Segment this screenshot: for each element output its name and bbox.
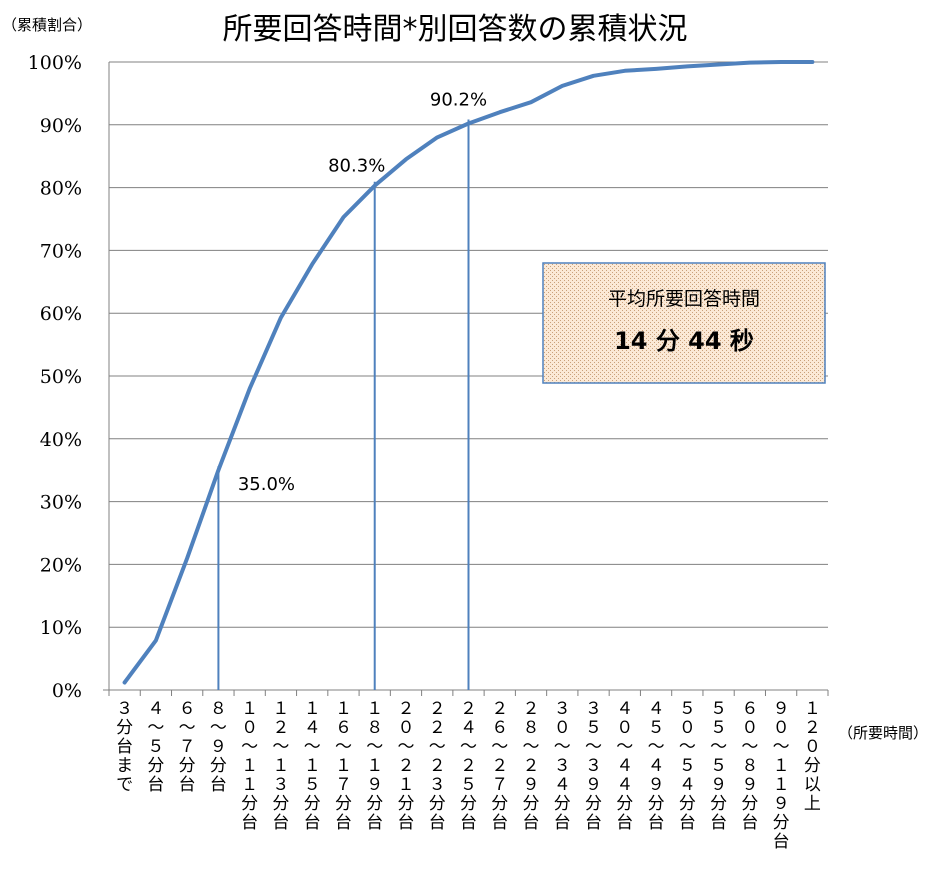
- y-tick-label: 0%: [52, 680, 82, 702]
- y-tick-label: 80%: [40, 178, 82, 200]
- x-tick-label: ２４〜２５分台: [460, 699, 477, 833]
- x-tick-label: １４〜１５分台: [304, 699, 321, 833]
- chart-title: 所要回答時間*別回答数の累積状況: [223, 12, 688, 47]
- x-tick-label: ５５〜５９分台: [710, 699, 727, 833]
- y-tick-label: 30%: [40, 492, 82, 514]
- x-tick-label: ６〜７分台: [179, 699, 196, 795]
- x-tick-label: ８〜９分台: [210, 699, 227, 795]
- average-time-label: 平均所要回答時間: [608, 288, 760, 310]
- y-tick-label: 100%: [28, 52, 82, 74]
- y-tick-label: 20%: [40, 554, 82, 576]
- drop-lines: [217, 119, 470, 690]
- annotation-label: 90.2%: [430, 90, 487, 111]
- x-tick-label: ５０〜５４分台: [679, 699, 696, 833]
- y-tick-label: 70%: [40, 240, 82, 262]
- y-axis-ticks: 0% 10% 20% 30% 40% 50% 60% 70% 80% 90% 100%: [28, 52, 82, 702]
- y-tick-label: 40%: [40, 429, 82, 451]
- x-tick-label: ２２〜２３分台: [429, 699, 446, 833]
- annotations: 35.0% 80.3% 90.2%: [238, 90, 487, 496]
- y-tick-label: 90%: [40, 115, 82, 137]
- y-tick-label: 10%: [40, 617, 82, 639]
- average-time-box: 平均所要回答時間 14 分 44 秒: [542, 262, 826, 384]
- x-tick-label: ３５〜３９分台: [585, 699, 602, 833]
- y-tick-label: 50%: [40, 366, 82, 388]
- x-tick-label: ２８〜２９分台: [523, 699, 540, 833]
- x-tick-label: ６０〜８９分台: [741, 699, 758, 833]
- x-tick-label: １８〜１９分台: [366, 699, 383, 833]
- x-tick-label: ３０〜３４分台: [554, 699, 571, 833]
- x-axis: [103, 62, 829, 696]
- x-tick-label: ９０〜１１９分台: [773, 699, 790, 852]
- x-tick-label: ２０〜２１分台: [397, 699, 414, 833]
- series-line-path: [122, 60, 815, 685]
- x-tick-label: ４０〜４４分台: [616, 699, 633, 833]
- y-tick-label: 60%: [40, 303, 82, 325]
- x-axis-ticks: ３分台まで ４〜５分台 ６〜７分台 ８〜９分台 １０〜１１分台 １２〜１３分台 １４〜１５分…: [116, 699, 821, 852]
- x-tick-label: １０〜１１分台: [241, 699, 258, 833]
- annotation-label: 80.3%: [328, 156, 385, 177]
- x-axis-label: （所要時間）: [838, 724, 928, 742]
- x-tick-label: １６〜１７分台: [335, 699, 352, 833]
- average-time-value: 14 分 44 秒: [614, 327, 754, 355]
- x-tick-label: ４５〜４９分台: [648, 699, 665, 833]
- x-tick-label: ３分台まで: [116, 699, 133, 795]
- x-tick-label: １２０分以上: [804, 699, 821, 814]
- x-tick-label: １２〜１３分台: [272, 699, 289, 833]
- y-axis-label: （累積割合）: [2, 16, 92, 34]
- x-tick-label: ４〜５分台: [147, 699, 164, 795]
- x-tick-label: ２６〜２７分台: [491, 699, 508, 833]
- series-line: [122, 60, 815, 685]
- annotation-label: 35.0%: [238, 474, 295, 495]
